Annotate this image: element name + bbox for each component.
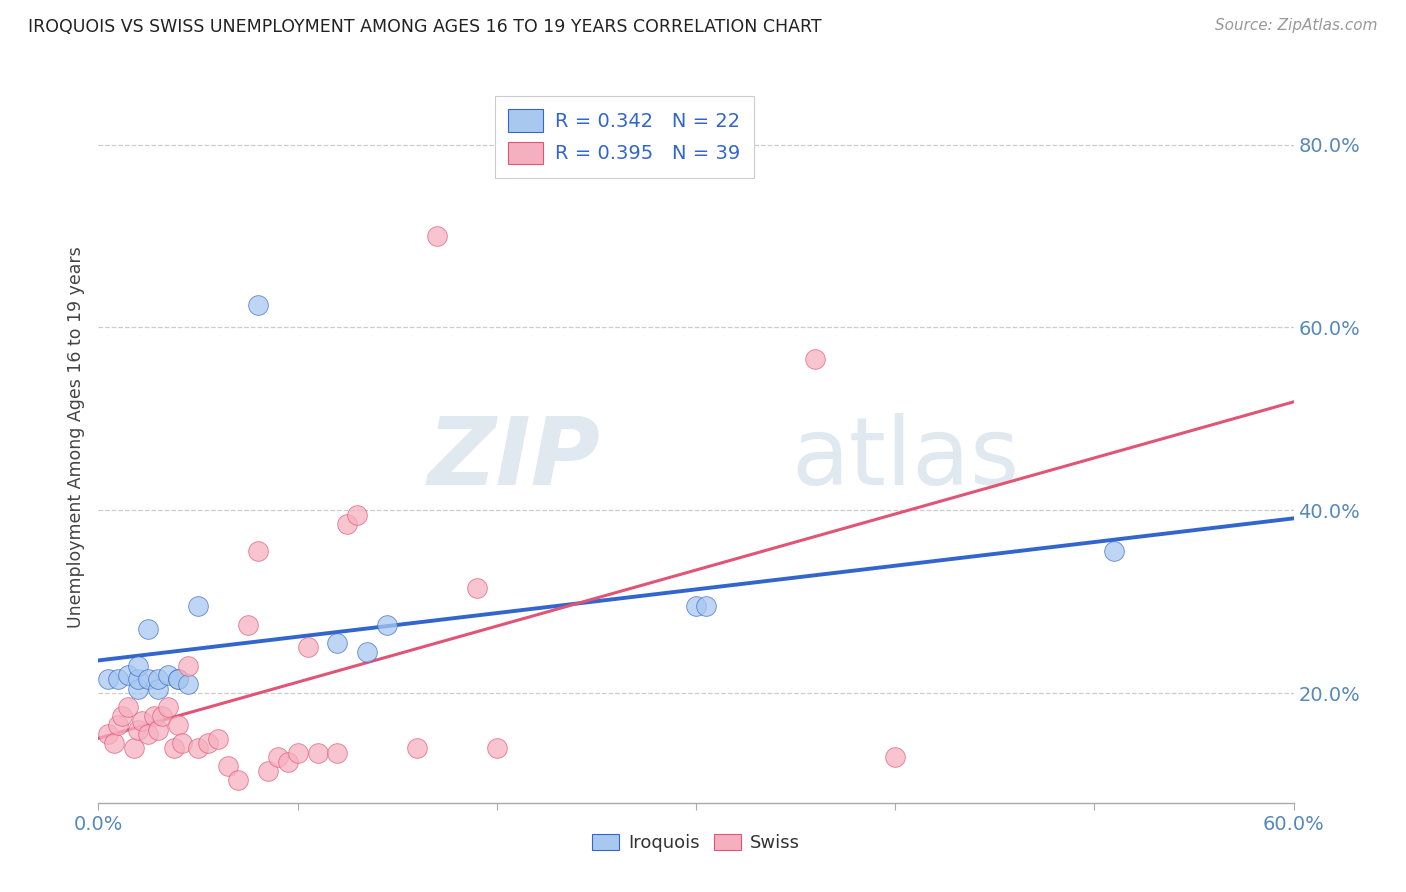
Point <box>485 740 508 755</box>
Point <box>884 750 907 764</box>
Point <box>375 617 398 632</box>
Point <box>127 723 149 737</box>
Point <box>148 681 170 696</box>
Point <box>187 599 209 614</box>
Legend: Iroquois, Swiss: Iroquois, Swiss <box>585 827 807 860</box>
Point <box>1104 544 1126 558</box>
Point <box>107 673 129 687</box>
Point <box>177 677 200 691</box>
Point <box>103 736 125 750</box>
Point <box>131 714 153 728</box>
Point <box>326 636 349 650</box>
Text: ZIP: ZIP <box>427 413 600 505</box>
Point <box>127 673 149 687</box>
Point <box>217 759 239 773</box>
Point <box>157 699 180 714</box>
Point <box>157 667 180 681</box>
Point <box>143 709 166 723</box>
Point <box>804 352 827 367</box>
Point <box>267 750 290 764</box>
Point <box>107 718 129 732</box>
Point <box>136 727 159 741</box>
Point <box>167 718 190 732</box>
Point <box>127 681 149 696</box>
Point <box>326 746 349 760</box>
Point <box>246 544 269 558</box>
Point <box>207 731 229 746</box>
Point <box>287 746 309 760</box>
Point <box>246 297 269 311</box>
Point <box>187 740 209 755</box>
Point <box>117 667 139 681</box>
Point <box>136 622 159 636</box>
Point <box>256 764 278 778</box>
Point <box>356 645 378 659</box>
Point <box>97 727 120 741</box>
Point <box>167 673 190 687</box>
Point <box>172 736 194 750</box>
Point <box>136 673 159 687</box>
Point <box>148 723 170 737</box>
Point <box>346 508 368 522</box>
Point <box>117 699 139 714</box>
Text: IROQUOIS VS SWISS UNEMPLOYMENT AMONG AGES 16 TO 19 YEARS CORRELATION CHART: IROQUOIS VS SWISS UNEMPLOYMENT AMONG AGE… <box>28 18 821 36</box>
Point <box>426 229 449 244</box>
Text: Source: ZipAtlas.com: Source: ZipAtlas.com <box>1215 18 1378 33</box>
Point <box>465 581 488 595</box>
Point <box>197 736 219 750</box>
Point <box>127 658 149 673</box>
Point <box>148 673 170 687</box>
Point <box>150 709 173 723</box>
Point <box>167 673 190 687</box>
Point <box>177 658 200 673</box>
Point <box>97 673 120 687</box>
Point <box>297 640 319 655</box>
Point <box>695 599 717 614</box>
Point <box>124 740 146 755</box>
Point <box>406 740 429 755</box>
Text: atlas: atlas <box>792 413 1019 505</box>
Y-axis label: Unemployment Among Ages 16 to 19 years: Unemployment Among Ages 16 to 19 years <box>66 246 84 628</box>
Point <box>226 772 249 787</box>
Point <box>307 746 329 760</box>
Point <box>111 709 134 723</box>
Point <box>685 599 707 614</box>
Point <box>277 755 299 769</box>
Point <box>336 516 359 531</box>
Point <box>163 740 186 755</box>
Point <box>236 617 259 632</box>
